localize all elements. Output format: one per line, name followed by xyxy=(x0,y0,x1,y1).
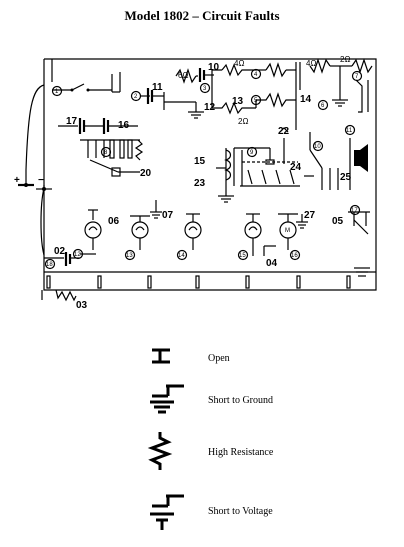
terminal-7: 7 xyxy=(353,72,362,81)
svg-text:14: 14 xyxy=(178,253,185,259)
svg-text:8: 8 xyxy=(104,150,108,156)
fault-label-27: 27 xyxy=(304,210,316,221)
legend-high-resistance-label: High Resistance xyxy=(208,447,274,458)
terminal-14: 14 xyxy=(178,251,187,260)
fault-label-02: 02 xyxy=(54,246,66,257)
terminal-9: 9 xyxy=(248,148,257,157)
terminal-strip xyxy=(47,276,350,288)
battery: + − xyxy=(14,85,52,255)
fault-label-24: 24 xyxy=(290,162,302,173)
terminal-10: 10 xyxy=(314,142,323,151)
svg-text:2: 2 xyxy=(134,94,138,100)
terminal-3: 3 xyxy=(201,84,210,93)
short-to-voltage-icon xyxy=(150,496,184,530)
resistor-2ohm-label: 2Ω xyxy=(238,117,248,126)
circuit-board xyxy=(44,59,376,290)
fault-label-16: 16 xyxy=(118,120,130,131)
lamp-row: M xyxy=(85,200,370,276)
legend: Open Short to Ground High Resistance Sho… xyxy=(150,350,274,530)
svg-text:15: 15 xyxy=(239,253,246,259)
terminal-18: 18 xyxy=(46,260,55,269)
top-left-circuit xyxy=(52,72,164,110)
open-fault-icon xyxy=(152,350,170,362)
svg-text:M: M xyxy=(285,228,290,234)
fault-label-25: 25 xyxy=(340,172,352,183)
fault-label-07: 07 xyxy=(162,210,174,221)
battery-plus-sign: + xyxy=(14,175,20,186)
fault-label-06: 06 xyxy=(108,216,120,227)
terminal-2: 2 xyxy=(132,92,141,101)
resistor-4ohm-right-label: 4Ω xyxy=(306,59,316,68)
resistor-4ohm-label: 4Ω xyxy=(234,59,244,68)
fault-label-13: 13 xyxy=(232,96,244,107)
terminal-11: 11 xyxy=(346,126,355,135)
svg-text:9: 9 xyxy=(250,150,254,156)
svg-text:5: 5 xyxy=(254,98,258,104)
battery-minus-sign: − xyxy=(38,175,44,186)
svg-text:7: 7 xyxy=(355,74,359,80)
resistor-2ohm-right-label: 2Ω xyxy=(340,55,350,64)
svg-text:12: 12 xyxy=(74,252,81,258)
resistor-6ohm-label: 6Ω xyxy=(178,71,188,80)
fault-label-04: 04 xyxy=(266,258,278,269)
legend-open-label: Open xyxy=(208,353,230,364)
svg-text:4: 4 xyxy=(254,72,258,78)
svg-text:10: 10 xyxy=(314,144,321,150)
speaker-circuit xyxy=(304,132,368,190)
svg-text:16: 16 xyxy=(291,253,298,259)
svg-text:11: 11 xyxy=(346,128,353,134)
high-resistance-icon xyxy=(152,432,168,470)
short-to-ground-icon xyxy=(150,386,184,412)
svg-text:17: 17 xyxy=(351,208,358,214)
svg-text:18: 18 xyxy=(46,262,53,268)
terminal-16: 16 xyxy=(291,251,300,260)
fault-label-10: 10 xyxy=(208,62,220,73)
svg-text:13: 13 xyxy=(126,253,133,259)
terminal-8: 8 xyxy=(102,148,111,157)
fault-label-15: 15 xyxy=(194,156,206,167)
fault-label-20: 20 xyxy=(140,168,152,179)
fault-label-05: 05 xyxy=(332,216,344,227)
fault-label-23: 23 xyxy=(194,178,206,189)
terminal-6: 6 xyxy=(319,101,328,110)
legend-short-ground-label: Short to Ground xyxy=(208,395,273,406)
terminal-15: 15 xyxy=(239,251,248,260)
relay-circuit xyxy=(216,128,300,202)
terminal-17: 17 xyxy=(351,206,360,215)
svg-text:3: 3 xyxy=(203,86,207,92)
legend-short-voltage-label: Short to Voltage xyxy=(208,506,273,517)
fault-label-12: 12 xyxy=(204,102,216,113)
fault-labels: 01 02 03 04 05 06 07 10 11 12 13 14 15 1… xyxy=(18,0,352,311)
fault-label-14: 14 xyxy=(300,94,312,105)
fault-label-03: 03 xyxy=(76,300,88,311)
svg-text:6: 6 xyxy=(321,103,325,109)
terminal-1: 1 xyxy=(53,87,62,96)
fault-label-11: 11 xyxy=(152,82,163,93)
terminal-13: 13 xyxy=(126,251,135,260)
fault-label-22: 22 xyxy=(278,126,290,137)
fault-label-17: 17 xyxy=(66,116,78,127)
terminal-4: 4 xyxy=(252,70,261,79)
